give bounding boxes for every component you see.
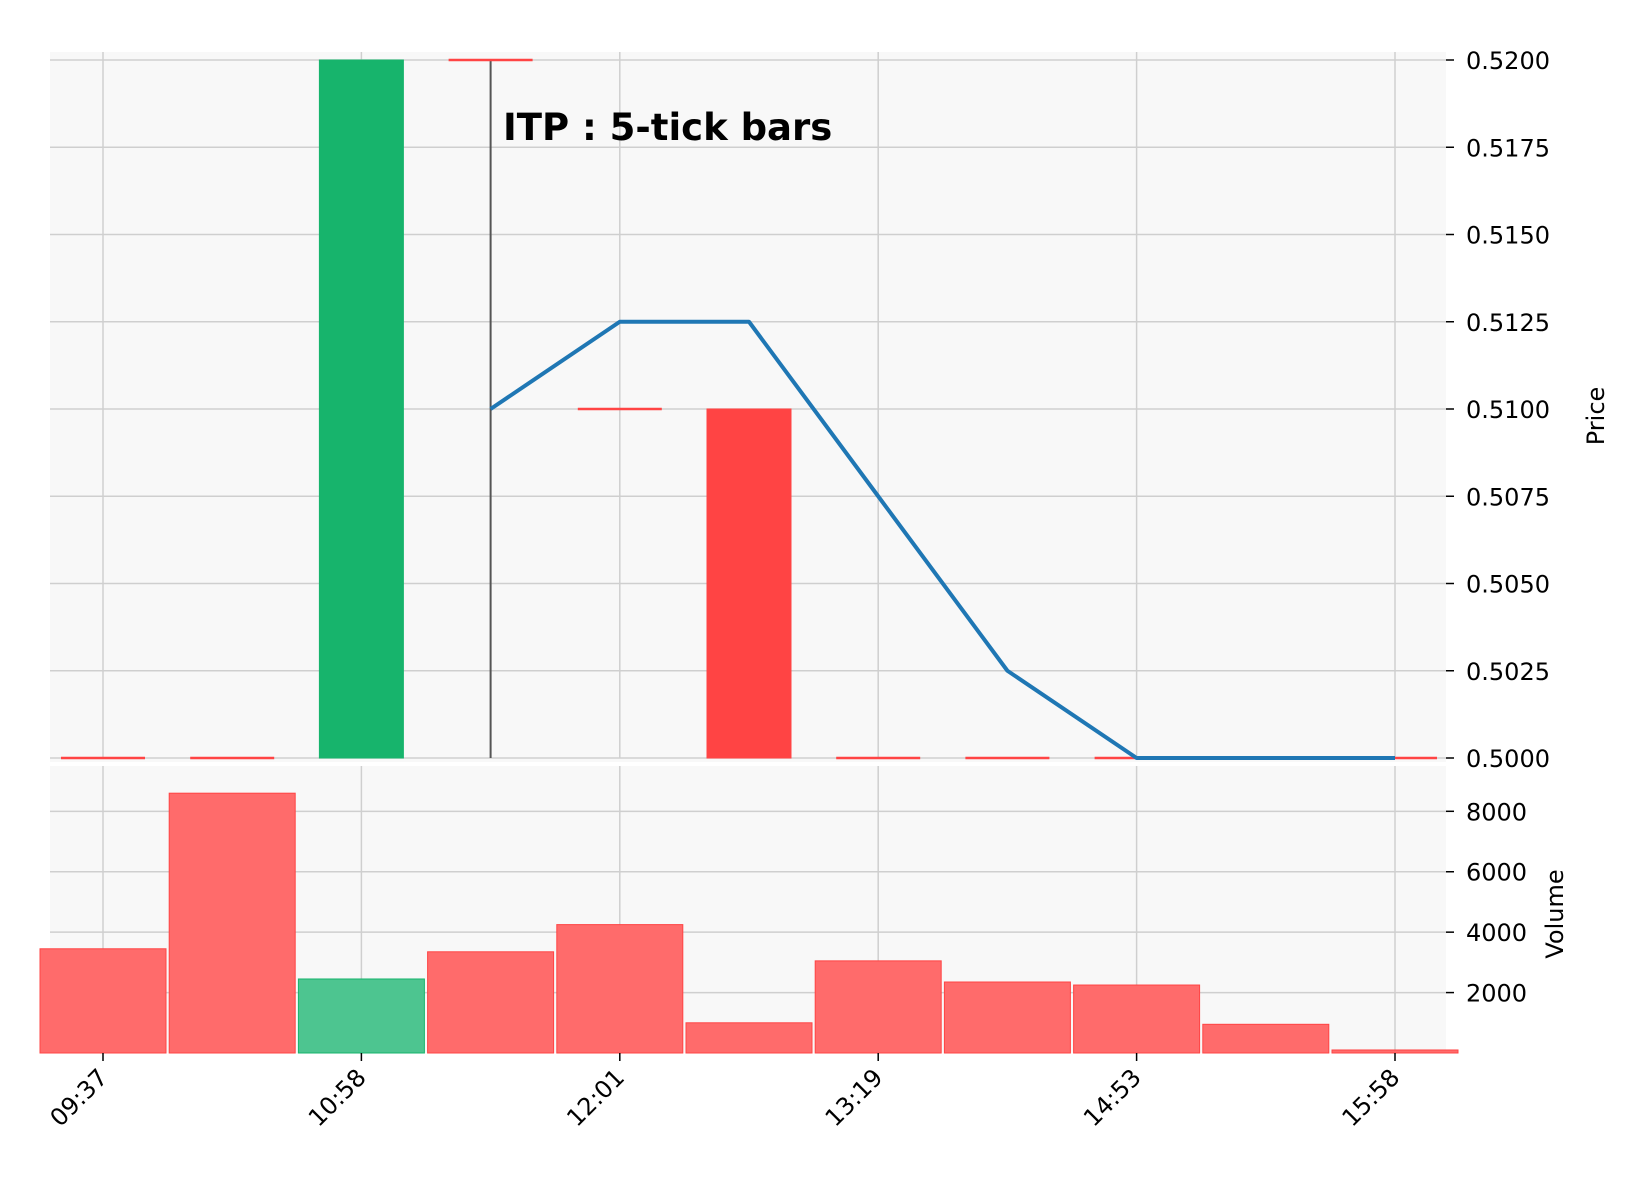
volume-bar: [685, 1022, 813, 1054]
price-tick-label: 0.5100: [1466, 396, 1550, 424]
volume-tick-label: 6000: [1466, 859, 1527, 887]
volume-bar: [814, 960, 942, 1054]
x-tick-label: 14:53: [1078, 1063, 1147, 1132]
chart-title: ITP : 5-tick bars: [503, 106, 832, 149]
volume-bars: [39, 792, 1459, 1054]
candle-body: [706, 408, 792, 759]
candle-body: [318, 59, 404, 759]
price-tick-label: 0.5175: [1466, 134, 1550, 162]
volume-bar: [39, 948, 167, 1054]
price-axis-title: Price: [1582, 387, 1610, 446]
volume-tick-label: 8000: [1466, 798, 1527, 826]
volume-bar: [943, 981, 1071, 1054]
volume-bar: [168, 792, 296, 1054]
x-tick-label: 13:19: [820, 1063, 889, 1132]
volume-bar: [1073, 984, 1201, 1054]
volume-bar: [297, 978, 425, 1054]
price-tick-label: 0.5200: [1466, 47, 1550, 75]
x-tick-label: 12:01: [561, 1063, 630, 1132]
candles: [61, 58, 1437, 760]
volume-tick-label: 4000: [1466, 919, 1527, 947]
price-tick-label: 0.5025: [1466, 658, 1550, 686]
volume-axis-title: Volume: [1541, 869, 1569, 958]
moving-average-line: [489, 319, 1395, 760]
x-tick-label: 15:58: [1337, 1063, 1406, 1132]
volume-bar: [556, 924, 684, 1054]
volume-bar: [1202, 1023, 1330, 1054]
volume-bar: [1331, 1049, 1459, 1054]
x-tick-label: 10:58: [303, 1063, 372, 1132]
volume-tick-label: 2000: [1466, 980, 1527, 1008]
price-tick-label: 0.5075: [1466, 483, 1550, 511]
moving-average: [489, 319, 1395, 760]
price-tick-label: 0.5125: [1466, 309, 1550, 337]
price-tick-label: 0.5050: [1466, 571, 1550, 599]
volume-bar: [427, 951, 555, 1054]
price-tick-label: 0.5150: [1466, 222, 1550, 250]
price-tick-label: 0.5000: [1466, 745, 1550, 773]
x-tick-label: 09:37: [45, 1063, 114, 1132]
